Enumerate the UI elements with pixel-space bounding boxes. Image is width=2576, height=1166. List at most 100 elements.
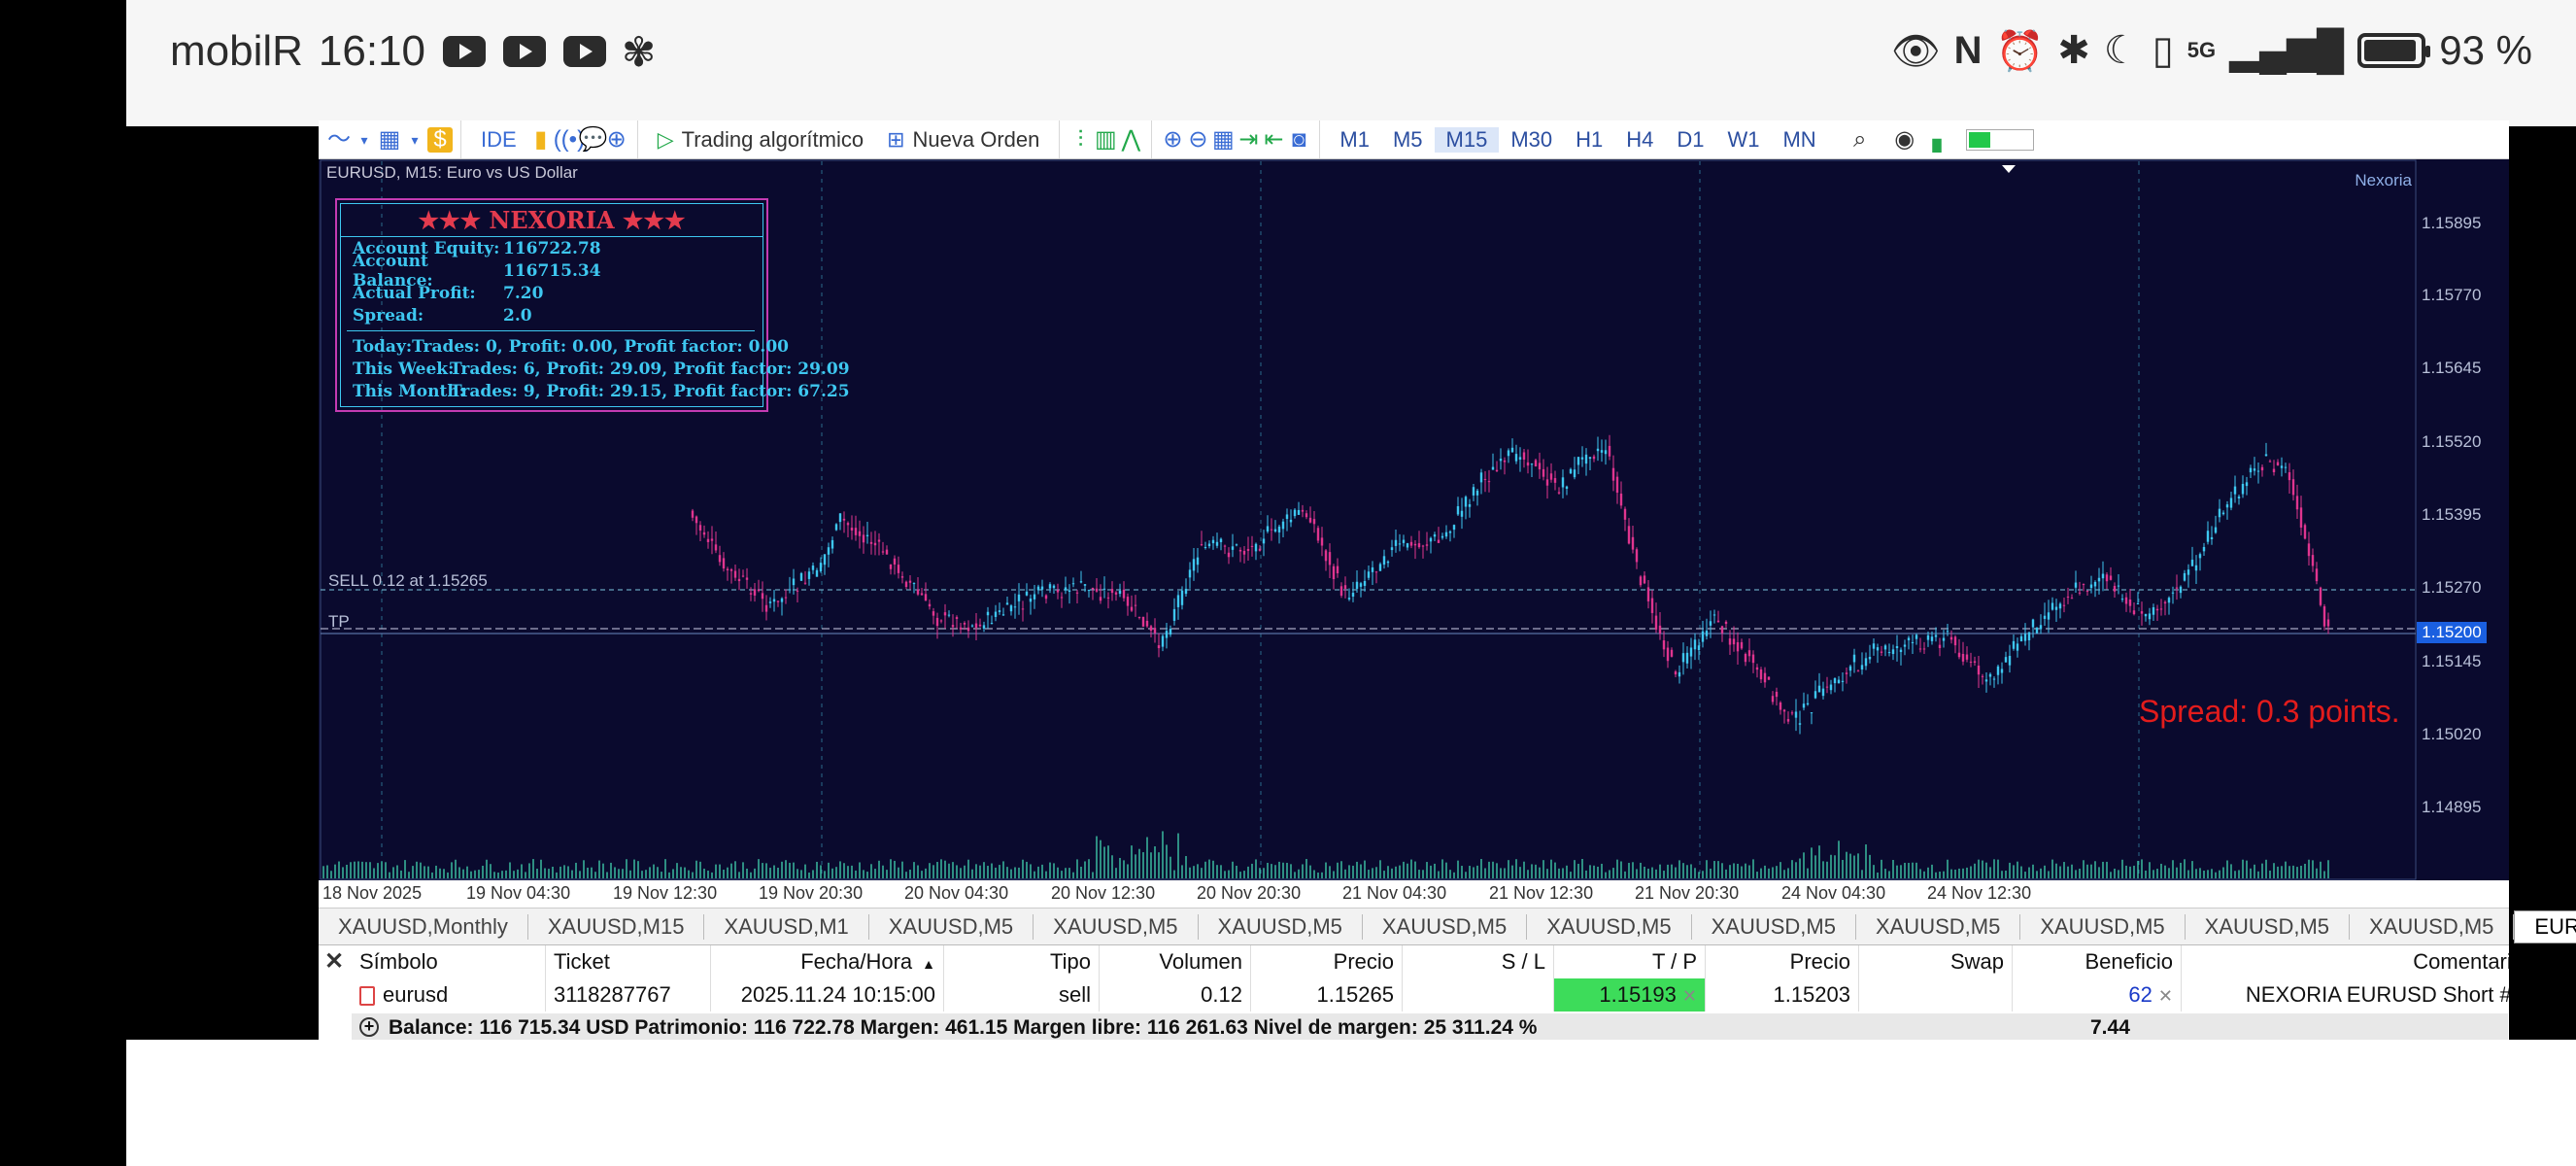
signal-strength-icon[interactable]: ▖ [1932, 125, 1950, 153]
col-type[interactable]: Tipo [944, 945, 1100, 978]
col-sl[interactable]: S / L [1403, 945, 1554, 978]
col-price[interactable]: Precio [1251, 945, 1403, 978]
zoom-in-icon[interactable]: ⊕ [1163, 125, 1183, 153]
camera-icon[interactable]: ◙ [1292, 125, 1306, 153]
bar-style-icon[interactable]: ⫶ [1077, 125, 1084, 153]
candle-body [1231, 546, 1235, 550]
candle-body [998, 610, 1001, 612]
chat-icon[interactable]: 💬 [578, 125, 608, 153]
candle-body [1114, 592, 1118, 595]
grid-icon[interactable]: ▦ [1212, 125, 1235, 153]
chart-tab[interactable]: XAUUSD,M5 [1856, 913, 2021, 940]
account-icon[interactable]: ◉ [1894, 125, 1915, 153]
candle-body [1728, 638, 1732, 645]
candle-body [2124, 597, 2128, 604]
chart-tab[interactable]: XAUUSD,M5 [2350, 913, 2515, 940]
chart-tab[interactable]: XAUUSD,Monthly [319, 913, 528, 940]
candle-body [2132, 610, 2136, 615]
chart-tab[interactable]: XAUUSD,M15 [528, 913, 705, 940]
candle-body [1712, 614, 1716, 616]
candle-body [2043, 615, 2047, 619]
chart-tab[interactable]: XAUUSD,M5 [869, 913, 1034, 940]
candle-body [1347, 598, 1351, 600]
search-icon[interactable]: ⌕ [1852, 125, 1867, 153]
candle-body [1390, 547, 1394, 551]
candle-body [1852, 654, 1856, 663]
line-chart-icon[interactable]: 〜 [327, 125, 351, 153]
line-style-icon[interactable]: ⋀ [1121, 125, 1141, 153]
candle-body [1464, 497, 1468, 507]
tf-h4[interactable]: H4 [1626, 126, 1654, 152]
chart-tab[interactable]: XAUUSD,M5 [1199, 913, 1363, 940]
candle-body [1837, 679, 1841, 684]
globe-icon[interactable]: ⊕ [606, 125, 627, 153]
equity-row: Account Equity: 116722.78 [341, 237, 763, 259]
zoom-out-icon[interactable]: ⊖ [1188, 125, 1208, 153]
candle-body [1367, 571, 1371, 578]
candle-body [2249, 467, 2253, 473]
table-row[interactable]: eurusd 3118287767 2025.11.24 10:15:00 se… [352, 978, 2509, 1012]
candle-body [2054, 606, 2058, 610]
ide-button[interactable]: IDE [481, 126, 517, 152]
signal-broadcast-icon[interactable]: ((•)) [553, 125, 593, 153]
tf-m5[interactable]: M5 [1392, 126, 1423, 152]
chart-canvas[interactable] [319, 159, 2509, 880]
take-profit-label: TP [328, 612, 350, 631]
candle-body [1825, 686, 1829, 688]
folder-icon[interactable]: ▮ [534, 125, 548, 153]
close-panel-icon[interactable]: ✕ [323, 948, 345, 975]
candle-body [1674, 671, 1678, 675]
candle-body [2035, 627, 2039, 634]
col-volume[interactable]: Volumen [1100, 945, 1251, 978]
chart-tab[interactable]: XAUUSD,M1 [704, 913, 869, 940]
dropdown-arrow-icon[interactable]: ▾ [411, 131, 419, 148]
remove-tp-icon[interactable]: ✕ [1681, 986, 1697, 1006]
play-icon: ▷ [657, 126, 674, 152]
candle-body [990, 623, 994, 625]
tf-mn[interactable]: MN [1782, 126, 1816, 152]
col-date[interactable]: Fecha/Hora ▲ [711, 945, 944, 978]
row-sl[interactable] [1403, 978, 1554, 1012]
col-tp[interactable]: T / P [1554, 945, 1706, 978]
tf-m1[interactable]: M1 [1339, 126, 1370, 152]
candle-body [1394, 539, 1398, 546]
autoscroll-icon[interactable]: ⇥ [1238, 125, 1259, 153]
col-symbol[interactable]: Símbolo [352, 945, 546, 978]
dropdown-arrow-icon[interactable]: ▾ [360, 131, 368, 148]
tf-d1[interactable]: D1 [1677, 126, 1705, 152]
price-chart[interactable]: EURUSD, M15: Euro vs US Dollar Nexoria S… [319, 159, 2509, 908]
col-comment[interactable]: Comentario [2413, 949, 2509, 974]
tf-h1[interactable]: H1 [1576, 126, 1604, 152]
new-order-button[interactable]: ⊞ Nueva Orden [875, 120, 1051, 158]
tf-m15[interactable]: M15 [1434, 126, 1500, 153]
tf-w1[interactable]: W1 [1727, 126, 1760, 152]
chart-tab[interactable]: XAUUSD,M5 [1363, 913, 1528, 940]
dollar-icon[interactable]: $ [427, 126, 453, 153]
col-current-price[interactable]: Precio [1706, 945, 1859, 978]
chart-tab[interactable]: XAUUSD,M5 [2020, 913, 2186, 940]
chart-tab[interactable]: XAUUSD,M5 [1527, 913, 1692, 940]
col-ticket[interactable]: Ticket [546, 945, 711, 978]
candle-body [811, 566, 815, 570]
chart-tab-active[interactable]: EURUS [2514, 909, 2576, 943]
candle-body [1293, 509, 1297, 517]
candle-body [2070, 598, 2074, 600]
col-profit[interactable]: Beneficio [2013, 945, 2182, 978]
candle-style-icon[interactable]: ▥ [1095, 125, 1117, 153]
chart-tab[interactable]: XAUUSD,M5 [2186, 913, 2351, 940]
chart-tab[interactable]: XAUUSD,M5 [1034, 913, 1199, 940]
candle-body [2237, 497, 2241, 499]
bar-chart-icon[interactable]: ▦ [378, 125, 401, 153]
candle-body [947, 614, 951, 616]
candle-body [1872, 643, 1876, 649]
algo-trading-button[interactable]: ▷ Trading algorítmico [646, 120, 875, 158]
close-position-icon[interactable]: ✕ [2157, 986, 2173, 1006]
chart-shift-icon[interactable]: ⇤ [1264, 125, 1284, 153]
col-swap[interactable]: Swap [1859, 945, 2013, 978]
row-tp[interactable]: 1.15193 ✕ [1554, 978, 1706, 1012]
candle-body [1157, 645, 1161, 649]
chart-tab[interactable]: XAUUSD,M5 [1692, 913, 1856, 940]
tf-m30[interactable]: M30 [1510, 126, 1553, 152]
expand-icon[interactable]: + [359, 1017, 379, 1037]
candle-body [2074, 582, 2078, 588]
